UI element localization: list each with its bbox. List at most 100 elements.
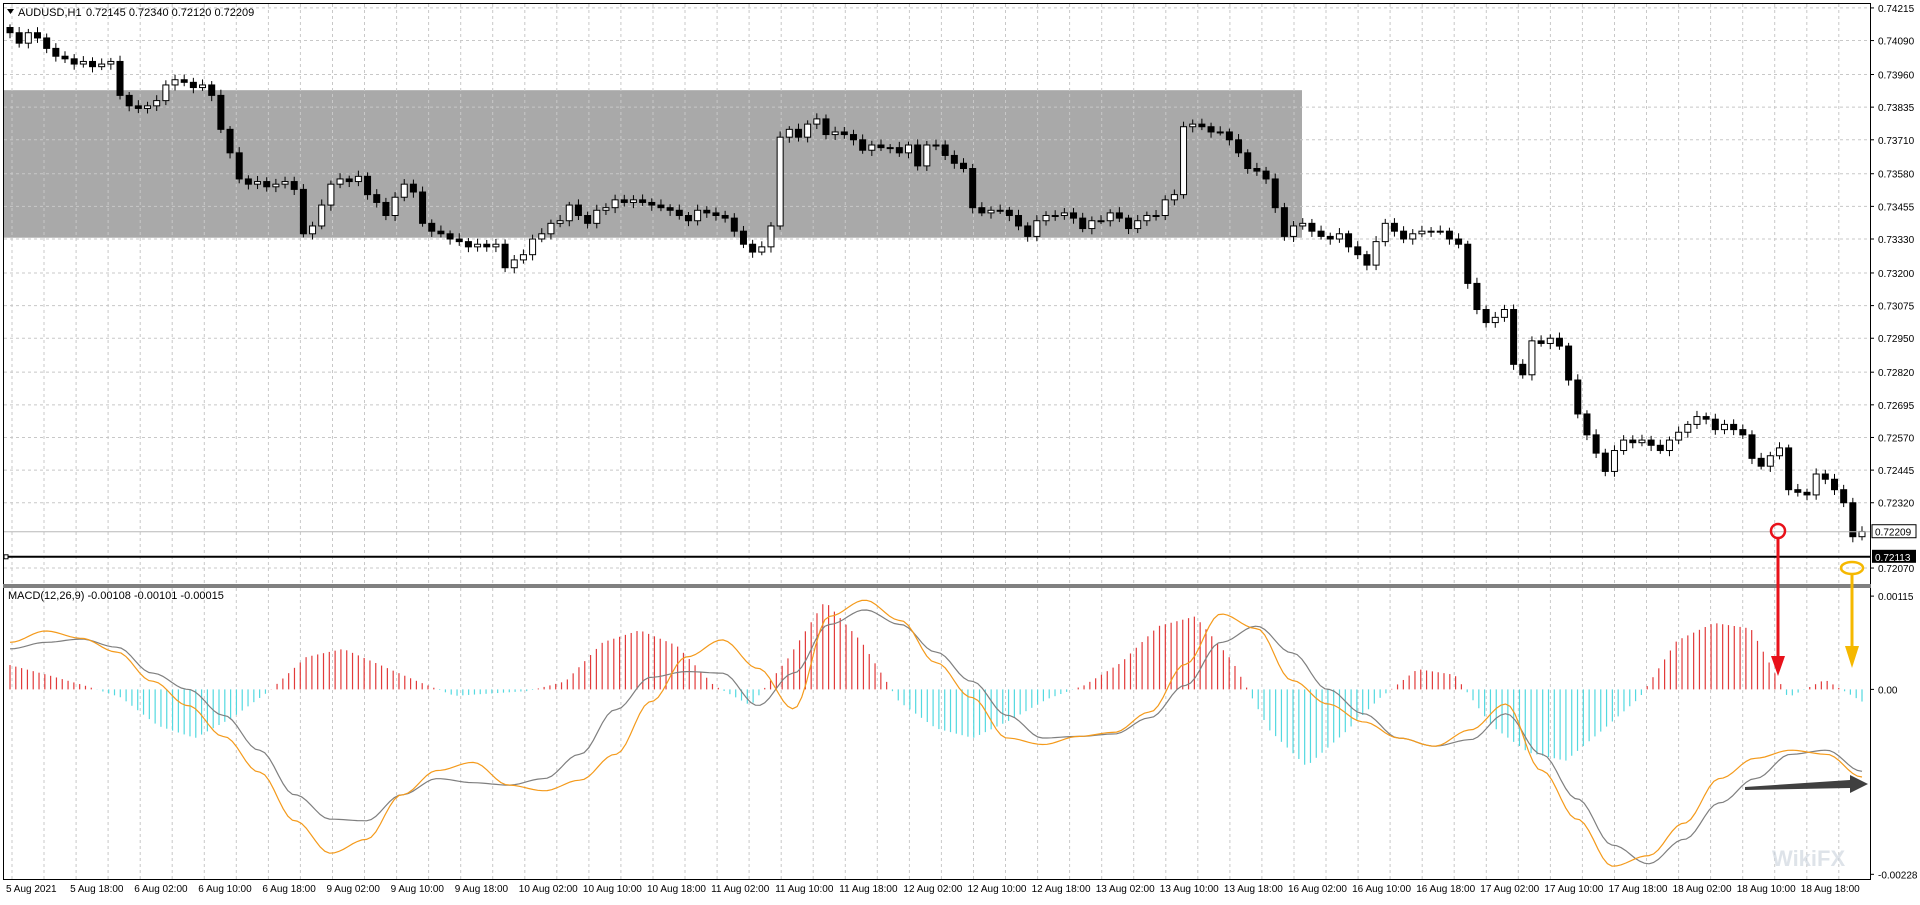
candle-bull xyxy=(1189,123,1197,128)
candle-bear xyxy=(1592,434,1600,454)
y-tick-label: 0.72320 xyxy=(1878,499,1915,510)
collapse-triangle-icon[interactable] xyxy=(7,9,14,14)
watermark: WikiFX xyxy=(1772,846,1845,871)
candle-bull xyxy=(144,105,152,109)
y-tick-label: 0.73835 xyxy=(1878,103,1915,114)
candle-bull xyxy=(1693,416,1701,425)
candle-bull xyxy=(1088,220,1096,230)
candle-bear xyxy=(1253,168,1261,172)
y-tick-label: 0.73580 xyxy=(1878,170,1915,181)
candle-bear xyxy=(189,81,197,89)
candle-bull xyxy=(1134,220,1142,230)
candle-bear xyxy=(1235,139,1243,154)
candle-bull xyxy=(1216,131,1224,134)
candle-bull xyxy=(1528,340,1536,376)
candle-bear xyxy=(1840,489,1848,504)
candle-bear xyxy=(1849,502,1857,538)
candle-bull xyxy=(281,181,289,185)
candle-bear xyxy=(464,241,472,248)
candle-bear xyxy=(666,207,674,211)
candle-bear xyxy=(859,139,867,151)
x-tick-label: 13 Aug 02:00 xyxy=(1096,884,1155,895)
candle-bear xyxy=(1794,489,1802,493)
candle-bull xyxy=(492,243,500,248)
candle-bull xyxy=(868,144,876,151)
candle-bull xyxy=(1042,215,1050,222)
candle-bull xyxy=(987,209,995,214)
candle-bear xyxy=(1079,217,1087,230)
candle-bear xyxy=(914,144,922,167)
x-tick-label: 5 Aug 18:00 xyxy=(70,884,124,895)
candle-bear xyxy=(1574,379,1582,415)
candle-bear xyxy=(217,94,225,130)
candle-bear xyxy=(6,27,14,34)
candle-bull xyxy=(831,131,839,136)
candle-bear xyxy=(1400,230,1408,240)
candle-bear xyxy=(1830,478,1838,491)
y-tick-label: 0.72820 xyxy=(1878,368,1915,379)
candle-bear xyxy=(675,209,683,217)
candle-bear xyxy=(1583,413,1591,436)
candle-bull xyxy=(602,207,610,211)
candle-bear xyxy=(730,217,738,232)
candle-bear xyxy=(1070,212,1078,219)
candle-bear xyxy=(1271,178,1279,209)
candle-bull xyxy=(1418,230,1426,235)
candle-bear xyxy=(382,201,390,217)
candle-bull xyxy=(1290,225,1298,237)
candle-bear xyxy=(1821,473,1829,480)
x-tick-label: 13 Aug 10:00 xyxy=(1160,884,1219,895)
candle-bear xyxy=(501,243,509,269)
candle-bear xyxy=(684,215,692,222)
candle-bull xyxy=(1409,233,1417,240)
macd-layer: 0.00115 0.00 -0.00228 xyxy=(9,592,1918,881)
candle-bear xyxy=(52,47,60,57)
candle-bear xyxy=(446,233,454,240)
candle-bear xyxy=(574,204,582,217)
candle-bear xyxy=(712,212,720,217)
x-tick-label: 9 Aug 02:00 xyxy=(327,884,381,895)
candle-bull xyxy=(391,196,399,217)
candle-bear xyxy=(1390,222,1398,232)
candle-bear xyxy=(1198,123,1206,128)
yellow-marker-circle xyxy=(1839,560,1865,576)
candle-bull xyxy=(1665,439,1673,452)
candle-bull xyxy=(1180,126,1188,196)
candle-bear xyxy=(290,181,298,190)
symbol-label: AUDUSD,H1 xyxy=(18,7,82,19)
candle-bear xyxy=(226,128,234,154)
candle-bear xyxy=(1015,215,1023,227)
trend-arrow xyxy=(1745,775,1868,793)
candle-bull xyxy=(1060,212,1068,217)
candle-bear xyxy=(1225,131,1233,141)
candle-bull xyxy=(1427,230,1435,233)
candle-bear xyxy=(794,128,802,138)
candle-bull xyxy=(1720,423,1728,431)
candle-bear xyxy=(1519,363,1527,376)
candle-bear xyxy=(960,162,968,170)
candle-bull xyxy=(1381,222,1389,243)
candle-bull xyxy=(254,181,262,185)
candle-bear xyxy=(941,144,949,156)
candle-bull xyxy=(1500,309,1508,318)
candle-bull xyxy=(519,254,527,261)
candle-bull xyxy=(1097,220,1105,223)
candle-bear xyxy=(70,58,78,65)
red-arrow-head xyxy=(1771,656,1785,676)
candle-bull xyxy=(776,136,784,227)
candle-bull xyxy=(318,204,326,227)
macd-line xyxy=(9,599,1863,867)
candle-bear xyxy=(180,79,188,83)
candle-bear xyxy=(455,238,463,243)
candle-bear xyxy=(235,152,243,180)
candle-bear xyxy=(703,209,711,214)
candle-bear xyxy=(648,201,656,206)
x-tick-label: 17 Aug 02:00 xyxy=(1480,884,1539,895)
candle-bear xyxy=(895,147,903,154)
candle-bear xyxy=(1555,337,1563,347)
candle-bull xyxy=(79,60,87,65)
macd-axis-label: -0.00228 xyxy=(1878,870,1918,881)
candle-bull xyxy=(1161,199,1169,217)
